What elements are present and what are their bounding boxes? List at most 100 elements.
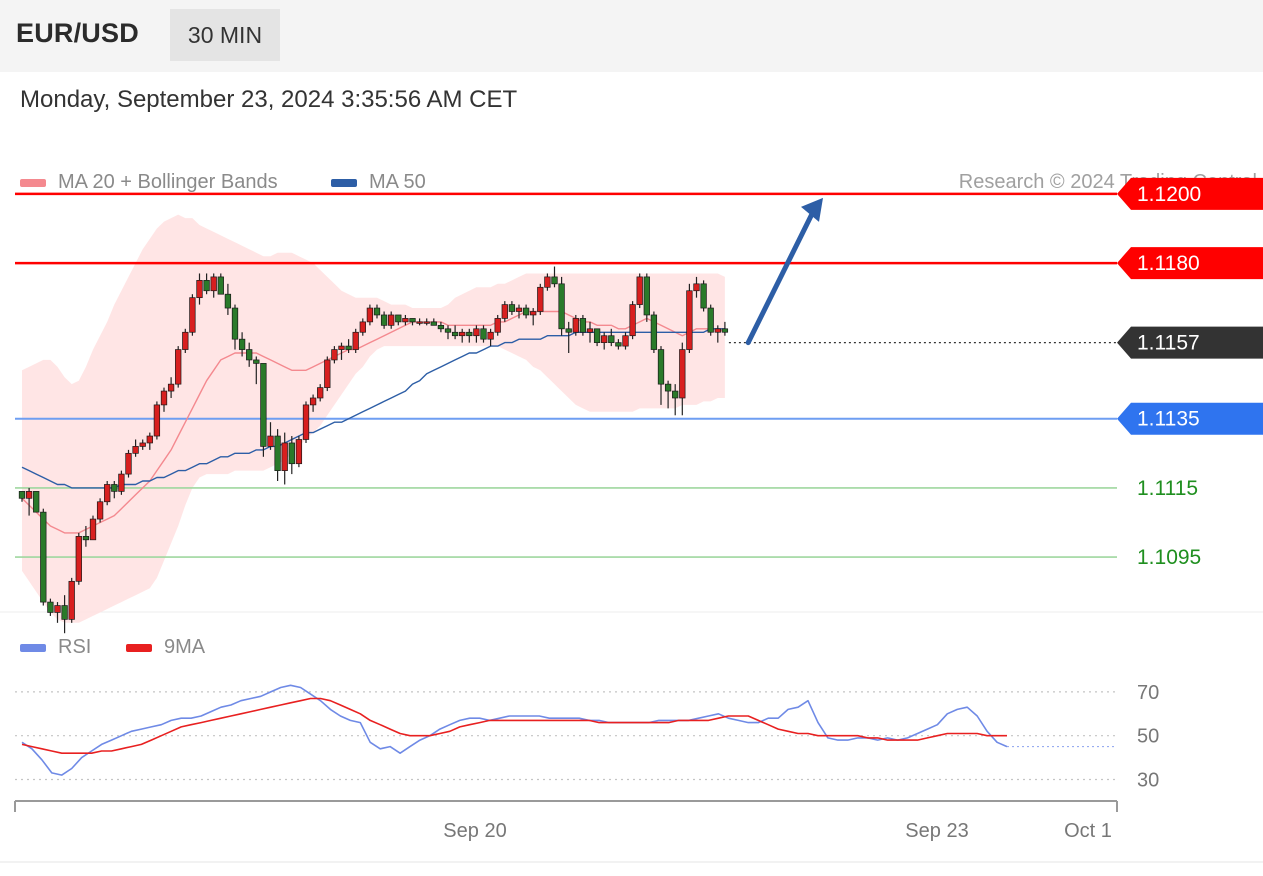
candle-down [203, 280, 210, 292]
rsi-ref-label-30: 30 [1137, 769, 1159, 791]
candle-up [622, 335, 629, 347]
candle-up [402, 318, 409, 323]
timeframe-badge[interactable]: 30 MIN [170, 9, 280, 61]
candle-down [224, 293, 232, 309]
candle-up [210, 276, 217, 292]
legend-ma20-bollinger: MA 20 + Bollinger Bands [20, 171, 278, 194]
target-arrow-head [801, 197, 823, 222]
candle-up [302, 404, 310, 440]
candle-down [650, 314, 658, 350]
candle-up [388, 314, 395, 326]
candle-up [338, 345, 345, 350]
candle-up [586, 328, 594, 333]
ninema-legend-label: 9MA [164, 636, 206, 658]
header-bar: EUR/USD 30 MIN [0, 0, 1263, 72]
rsi-legend-label: RSI [58, 636, 92, 658]
candle-up [501, 304, 508, 319]
candle-down [47, 601, 54, 613]
x-tick-label: Sep 20 [443, 820, 506, 842]
candle-up [459, 331, 466, 337]
rsi-ref-label-70: 70 [1137, 682, 1159, 704]
candle-up [153, 404, 161, 437]
bollinger-band-fill [22, 214, 725, 623]
candle-up [139, 442, 146, 447]
level-label-1.1200-tag [1117, 177, 1263, 210]
candle-up [572, 318, 579, 333]
current-price-label-text: 1.1157 [1137, 332, 1200, 355]
candle-up [629, 304, 636, 337]
candle-down [558, 283, 565, 330]
candle-up [530, 311, 537, 316]
ma20-legend-label: MA 20 + Bollinger Bands [58, 171, 278, 193]
candle-down [111, 484, 118, 492]
candle-down [82, 536, 90, 541]
candle-up [359, 321, 366, 333]
level-label-1.1115: 1.1115 [1137, 477, 1198, 500]
ma20-line [21, 310, 726, 534]
candle-down [593, 328, 601, 343]
candle-down [551, 276, 558, 285]
candle-down [508, 304, 516, 312]
chart-datetime: Monday, September 23, 2024 3:35:56 AM CE… [20, 86, 518, 113]
candle-up [423, 321, 430, 324]
candle-down [274, 435, 281, 471]
candle-down [522, 307, 530, 316]
target-arrow-shaft [745, 205, 818, 346]
candle-down [615, 342, 622, 347]
level-label-1.1135-text: 1.1135 [1137, 408, 1200, 431]
candle-down [700, 283, 707, 309]
candle-down [466, 331, 473, 337]
candle-up [331, 349, 338, 361]
candle-down [246, 349, 253, 361]
candle-down [217, 276, 224, 295]
candle-up [693, 283, 700, 292]
rsi-ref-label-50: 50 [1137, 726, 1159, 748]
candle-up [160, 390, 168, 406]
candle-down [721, 328, 729, 333]
candle-up [494, 318, 501, 333]
candle-up [125, 452, 132, 475]
symbol-title: EUR/USD [16, 18, 139, 48]
candle-down [608, 335, 615, 343]
candle-up [267, 435, 274, 447]
ninema-legend-swatch [126, 643, 152, 652]
legend-rsi: RSI [20, 636, 91, 659]
candle-down [579, 318, 587, 333]
x-tick-label: Sep 23 [905, 820, 968, 842]
candle-down [260, 363, 267, 447]
candle-up [25, 491, 33, 499]
candle-up [132, 446, 139, 454]
candle-down [33, 491, 40, 513]
candle-up [366, 307, 374, 323]
candle-up [104, 484, 111, 503]
candle-up [175, 349, 182, 385]
candle-down [288, 442, 295, 465]
candle-up [487, 331, 494, 340]
rsi-legend-swatch [20, 643, 46, 652]
candle-down [451, 331, 459, 337]
candle-up [416, 321, 423, 324]
candle-down [444, 328, 452, 333]
candle-up [89, 518, 97, 541]
candle-down [664, 383, 672, 392]
candle-up [537, 286, 544, 312]
candle-up [75, 536, 82, 582]
candle-down [565, 328, 572, 333]
candle-up [167, 383, 175, 392]
candle-up [544, 276, 551, 288]
candle-up [352, 331, 359, 350]
candle-down [253, 359, 260, 364]
candle-down [657, 349, 665, 385]
candle-down [380, 314, 388, 326]
level-label-1.1135-tag [1117, 402, 1263, 435]
candle-down [707, 307, 714, 333]
candle-up [679, 349, 686, 399]
candle-up [515, 307, 523, 312]
ma50-legend-swatch [331, 178, 357, 187]
rsi-series-rsi [21, 684, 1008, 776]
candle-up [317, 387, 324, 399]
candle-down [18, 491, 26, 499]
candle-down [437, 324, 445, 330]
candle-up [309, 397, 317, 406]
